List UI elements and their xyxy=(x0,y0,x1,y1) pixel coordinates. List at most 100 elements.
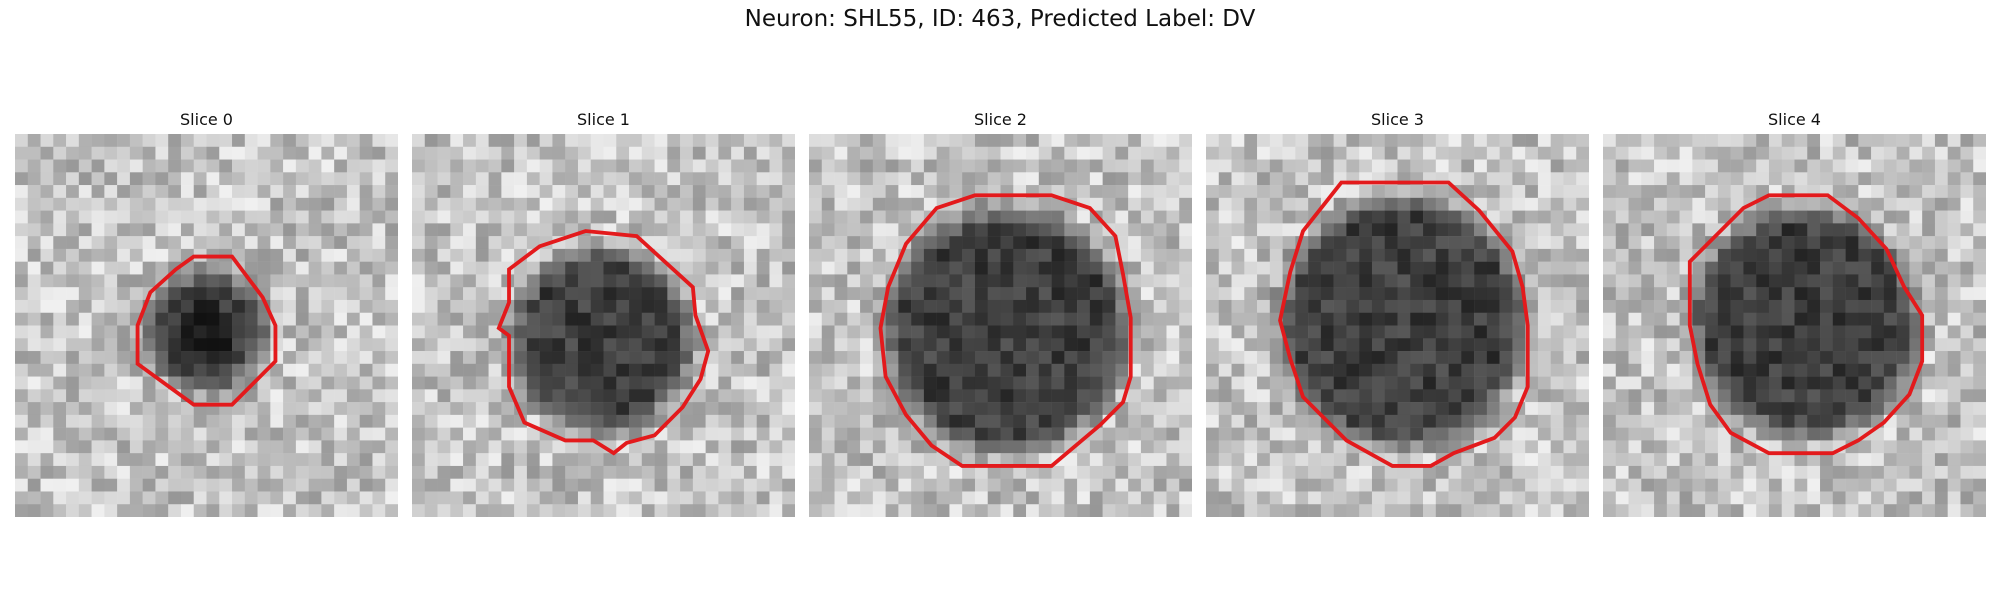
pixel xyxy=(1537,146,1551,160)
pixel xyxy=(1705,363,1719,377)
pixel xyxy=(1179,363,1192,377)
pixel xyxy=(1576,299,1589,313)
pixel xyxy=(206,440,220,454)
pixel xyxy=(1397,402,1411,416)
pixel xyxy=(1320,465,1334,479)
pixel xyxy=(463,440,477,454)
pixel xyxy=(731,172,745,186)
pixel xyxy=(66,440,80,454)
pixel xyxy=(1153,287,1167,301)
pixel xyxy=(705,146,719,160)
pixel xyxy=(1603,414,1617,428)
pixel xyxy=(78,478,92,492)
pixel xyxy=(756,440,770,454)
pixel xyxy=(53,185,67,199)
pixel xyxy=(1820,248,1834,262)
pixel xyxy=(949,159,963,173)
pixel xyxy=(514,389,528,403)
pixel xyxy=(1512,325,1526,339)
pixel xyxy=(155,248,169,262)
pixel xyxy=(412,427,426,441)
pixel xyxy=(1603,363,1617,377)
pixel xyxy=(1038,389,1052,403)
pixel xyxy=(1525,248,1539,262)
pixel xyxy=(257,440,271,454)
pixel xyxy=(539,197,553,211)
pixel xyxy=(860,402,874,416)
pixel xyxy=(1128,414,1142,428)
pixel xyxy=(1102,427,1116,441)
pixel xyxy=(53,504,67,517)
pixel xyxy=(1871,478,1885,492)
pixel xyxy=(1282,478,1296,492)
pixel xyxy=(1371,363,1385,377)
pixel xyxy=(359,287,373,301)
pixel xyxy=(129,197,143,211)
slice-panel: Slice 0 xyxy=(15,0,398,600)
pixel xyxy=(308,146,322,160)
pixel xyxy=(1947,465,1961,479)
pixel xyxy=(244,427,258,441)
pixel xyxy=(1320,325,1334,339)
pixel xyxy=(654,236,668,250)
pixel xyxy=(1768,351,1782,365)
pixel xyxy=(193,465,207,479)
pixel xyxy=(1845,261,1859,275)
pixel xyxy=(1858,376,1872,390)
pixel xyxy=(1128,172,1142,186)
pixel xyxy=(257,248,271,262)
pixel xyxy=(1308,261,1322,275)
pixel xyxy=(1166,453,1180,467)
pixel xyxy=(680,172,694,186)
pixel xyxy=(769,312,783,326)
pixel xyxy=(1231,159,1245,173)
pixel xyxy=(1756,427,1770,441)
pixel xyxy=(1973,287,1986,301)
pixel xyxy=(219,287,233,301)
pixel xyxy=(1448,465,1462,479)
pixel xyxy=(1525,504,1539,517)
pixel xyxy=(1576,363,1589,377)
pixel xyxy=(385,223,398,237)
pixel xyxy=(1038,465,1052,479)
pixel xyxy=(1960,287,1974,301)
pixel xyxy=(860,325,874,339)
pixel xyxy=(1051,223,1065,237)
pixel xyxy=(641,134,655,148)
pixel xyxy=(1359,427,1373,441)
pixel xyxy=(1603,172,1617,186)
pixel xyxy=(412,185,426,199)
pixel xyxy=(1077,134,1091,148)
pixel xyxy=(1934,146,1948,160)
pixel xyxy=(1576,427,1589,441)
pixel xyxy=(1807,453,1821,467)
pixel xyxy=(283,453,297,467)
pixel xyxy=(437,427,451,441)
pixel xyxy=(1013,504,1027,517)
pixel xyxy=(1410,159,1424,173)
pixel xyxy=(1615,299,1629,313)
pixel xyxy=(923,172,937,186)
pixel xyxy=(1064,453,1078,467)
pixel xyxy=(1282,453,1296,467)
pixel xyxy=(552,261,566,275)
pixel xyxy=(1654,338,1668,352)
pixel xyxy=(1922,236,1936,250)
pixel xyxy=(911,465,925,479)
pixel xyxy=(1102,351,1116,365)
pixel xyxy=(359,261,373,275)
pixel xyxy=(629,185,643,199)
pixel xyxy=(1064,210,1078,224)
pixel xyxy=(1051,351,1065,365)
pixel xyxy=(488,236,502,250)
pixel xyxy=(1768,504,1782,517)
pixel xyxy=(1537,491,1551,505)
pixel xyxy=(488,402,502,416)
pixel xyxy=(1525,453,1539,467)
pixel xyxy=(1781,440,1795,454)
pixel xyxy=(936,427,950,441)
pixel xyxy=(718,491,732,505)
pixel xyxy=(1947,197,1961,211)
pixel xyxy=(1179,274,1192,288)
pixel xyxy=(962,248,976,262)
